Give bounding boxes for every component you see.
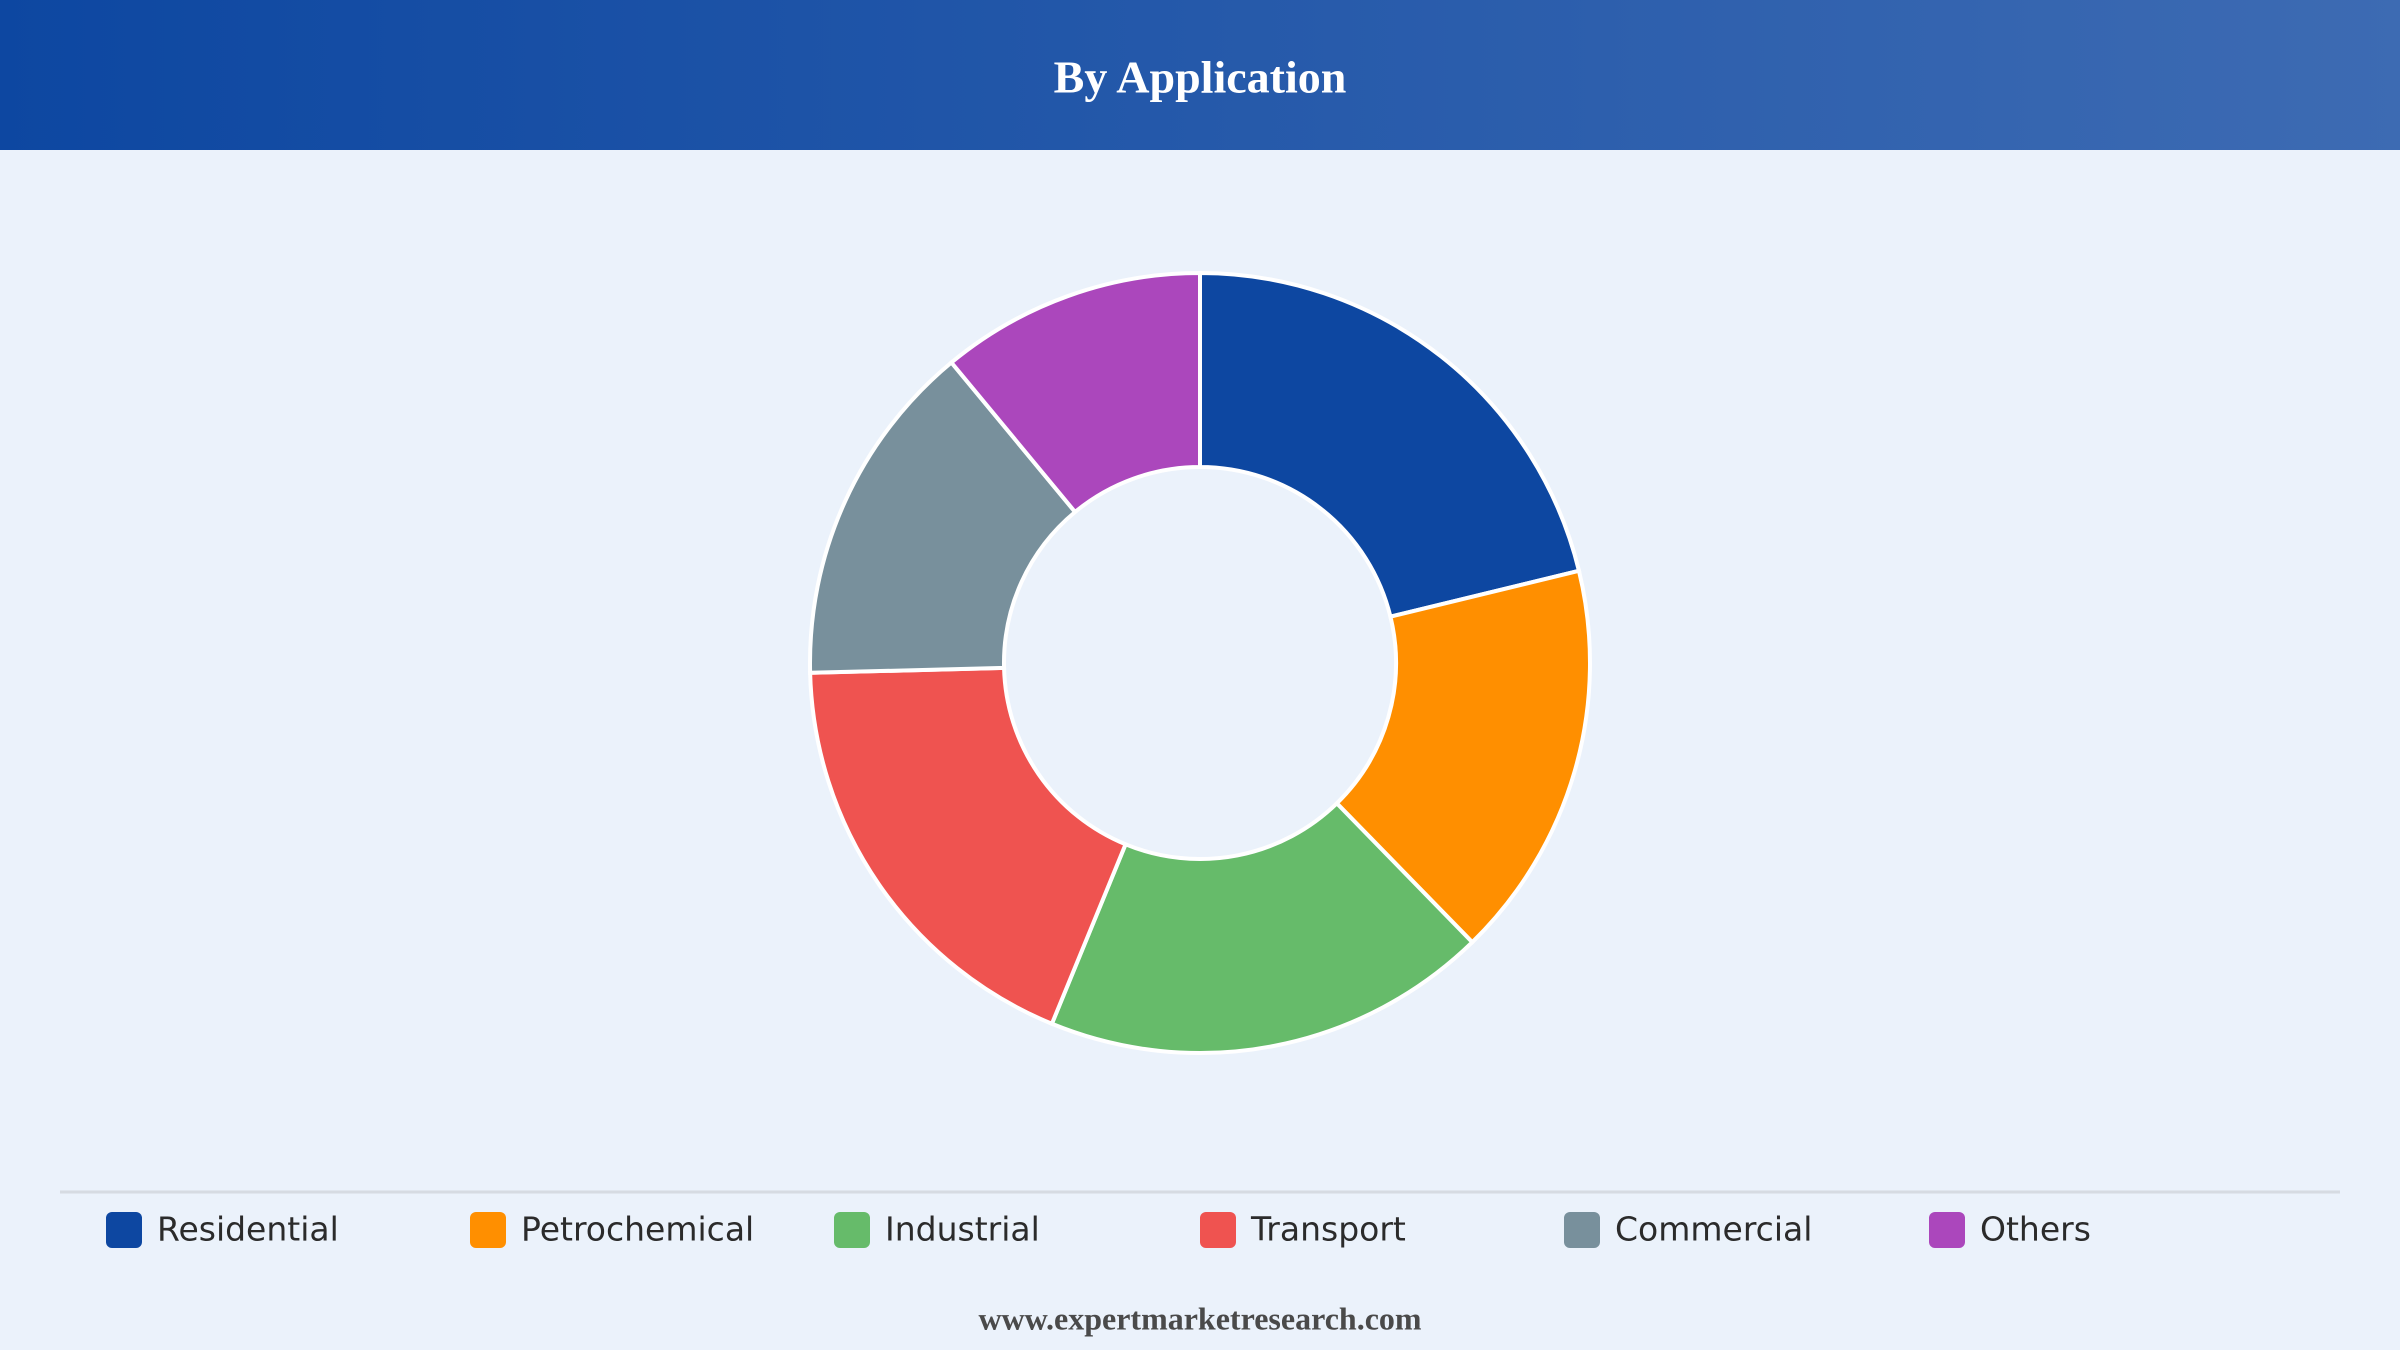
donut-slice bbox=[808, 359, 1078, 675]
legend-swatch bbox=[834, 1212, 870, 1248]
header-bar bbox=[0, 0, 2400, 150]
legend-label: Petrochemical bbox=[521, 1210, 754, 1249]
legend-label: Transport bbox=[1250, 1210, 1406, 1249]
chart-title: By Application bbox=[1054, 52, 1347, 103]
legend-swatch bbox=[1929, 1212, 1965, 1248]
donut-slice bbox=[1334, 568, 1592, 946]
legend-swatch bbox=[1564, 1212, 1600, 1248]
donut-slice bbox=[1049, 800, 1476, 1055]
donut-slice bbox=[808, 665, 1129, 1027]
legend-label: Commercial bbox=[1615, 1210, 1812, 1249]
legend-swatch bbox=[470, 1212, 506, 1248]
donut-slice bbox=[1198, 270, 1582, 620]
legend-swatch bbox=[106, 1212, 142, 1248]
footer-url: www.expertmarketresearch.com bbox=[978, 1300, 1421, 1336]
legend-swatch bbox=[1200, 1212, 1236, 1248]
legend-label: Others bbox=[1980, 1210, 2091, 1249]
donut-slice bbox=[948, 270, 1202, 515]
legend-label: Residential bbox=[157, 1210, 339, 1249]
legend-label: Industrial bbox=[885, 1210, 1040, 1249]
